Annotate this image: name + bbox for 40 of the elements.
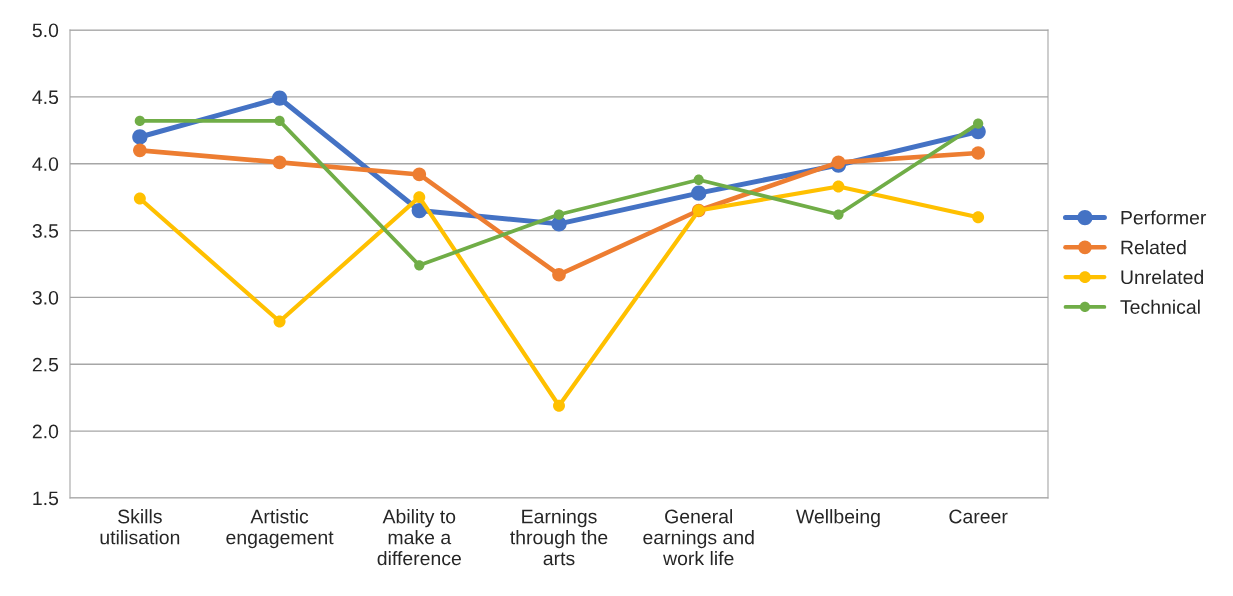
point [132,129,148,145]
y-tick-label: 2.5 [32,357,59,372]
point [833,209,844,220]
point [134,115,145,127]
point [412,167,427,182]
point [271,90,288,106]
legend-label: Performer [1121,210,1207,225]
y-tick-label: 3.5 [32,224,59,238]
point [272,155,287,170]
point [553,209,565,220]
y-tick-label: 4.0 [32,157,59,171]
x-tick-label: Artistic engagement [226,509,334,549]
point [691,185,707,201]
point [552,267,566,282]
y-tick-label: 2.0 [32,424,59,439]
x-tick-label: Wellbeing [795,509,880,528]
y-tick-label: 5.0 [32,23,59,38]
x-tick-label: Skills utilisation [100,509,180,545]
y-tick-label: 3.0 [32,290,59,305]
point [553,399,565,412]
point [973,118,984,129]
y-tick-label: 4.5 [32,90,59,105]
x-tick-label: Career [949,509,1008,524]
point [972,211,985,224]
legend-label: Related [1121,240,1186,255]
point [414,260,425,271]
x-tick-label: Earnings through the arts [510,509,608,566]
point [413,191,426,204]
point [133,143,147,158]
point [273,315,286,328]
legend-label: Unrelated [1121,269,1203,285]
point [274,115,285,127]
x-tick-label: Ability to make a difference [377,509,461,566]
point [693,174,704,185]
y-tick-label: 1.5 [33,491,59,506]
point [832,180,845,193]
x-tick-label: General earnings and work life [643,509,754,566]
legend-label: Technical [1120,299,1200,314]
point [971,146,985,160]
point [133,192,146,205]
